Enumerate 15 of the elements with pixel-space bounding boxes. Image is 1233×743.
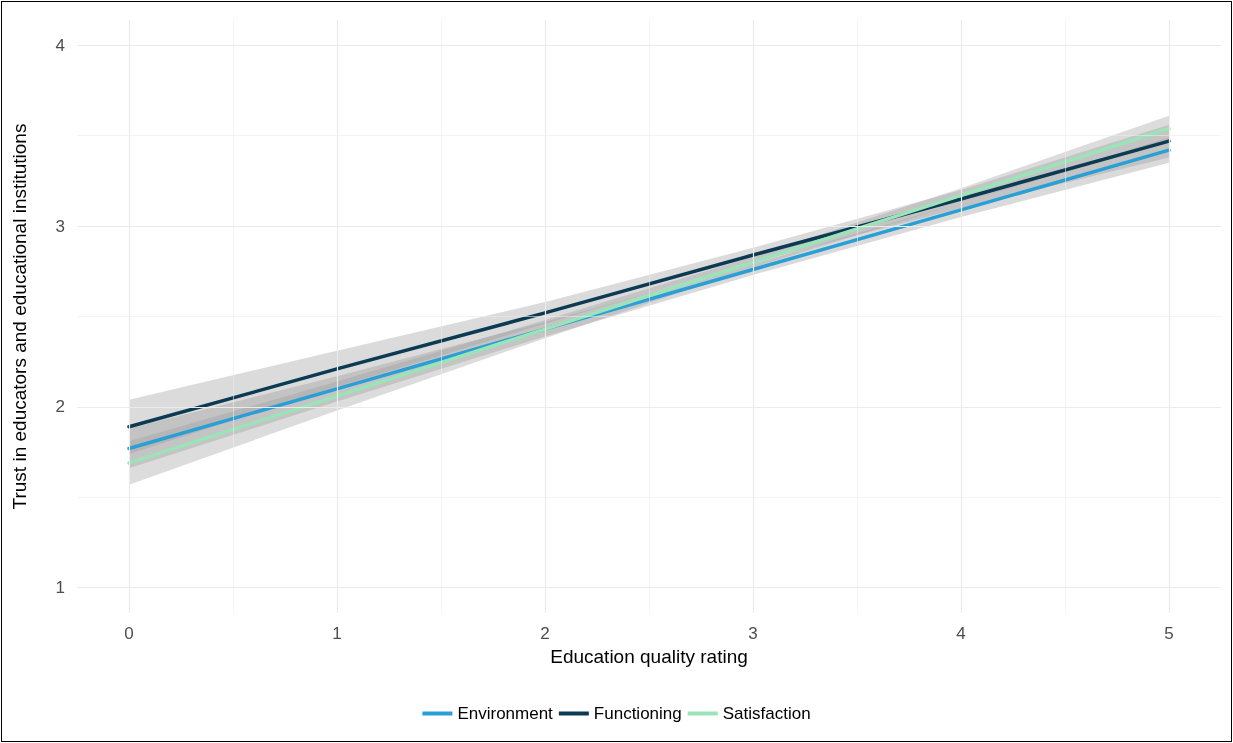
- y-tick-label: 4: [55, 35, 65, 55]
- legend-label: Functioning: [593, 704, 682, 723]
- x-tick-label: 5: [1164, 624, 1174, 643]
- x-tick-label: 2: [540, 624, 550, 643]
- x-axis-title: Education quality rating: [550, 645, 748, 667]
- x-tick-label: 4: [956, 624, 966, 643]
- legend-label: Satisfaction: [722, 704, 811, 723]
- x-tick-label: 3: [748, 624, 758, 643]
- y-tick-label: 1: [55, 578, 65, 598]
- y-tick-label: 2: [55, 397, 65, 417]
- y-tick-label: 3: [55, 216, 65, 236]
- legend-label: Environment: [457, 704, 554, 723]
- x-tick-label: 0: [124, 624, 134, 643]
- y-axis-title: Trust in educators and educational institutions: [9, 123, 30, 510]
- x-tick-label: 1: [332, 624, 342, 643]
